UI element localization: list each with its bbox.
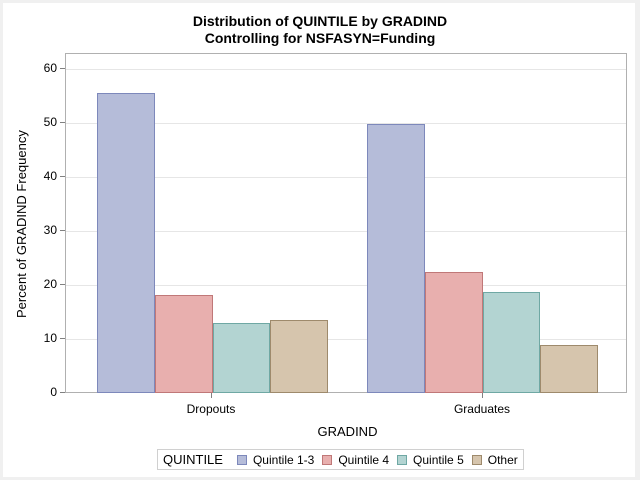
legend-swatch-icon xyxy=(322,454,333,465)
y-tick xyxy=(60,68,65,69)
legend-item: Quintile 4 xyxy=(322,453,389,467)
gridline xyxy=(66,231,626,232)
x-tick xyxy=(482,393,483,398)
chart-title: Distribution of QUINTILE by GRADIND xyxy=(192,13,448,29)
bar-graduates-other xyxy=(540,344,599,393)
y-tick xyxy=(60,230,65,231)
legend-label: Quintile 5 xyxy=(413,452,464,467)
y-tick xyxy=(60,392,65,393)
y-tick-label: 40 xyxy=(43,169,57,183)
x-tick xyxy=(211,393,212,398)
bar-dropouts-quintile-1-3 xyxy=(97,93,155,393)
y-tick xyxy=(60,176,65,177)
legend-item: Quintile 5 xyxy=(397,453,464,467)
gridline xyxy=(66,339,626,340)
legend-label: Other xyxy=(487,452,518,467)
legend-title: QUINTILE xyxy=(163,452,223,467)
y-tick-label: 20 xyxy=(43,277,57,291)
plot-area xyxy=(65,53,627,393)
x-tick-label: Graduates xyxy=(453,402,511,416)
y-tick-label: 50 xyxy=(43,115,57,129)
bar-dropouts-quintile-5 xyxy=(212,323,271,393)
bar-dropouts-quintile-4 xyxy=(154,295,213,393)
y-tick xyxy=(60,338,65,339)
y-tick-label: 30 xyxy=(43,223,57,237)
y-tick xyxy=(60,284,65,285)
y-tick-label: 0 xyxy=(50,385,57,399)
x-axis-title: GRADIND xyxy=(317,424,378,439)
legend: QUINTILE Quintile 1-3 Quintile 4 Quintile … xyxy=(157,449,524,470)
x-tick-label: Dropouts xyxy=(186,402,236,416)
y-tick-label: 60 xyxy=(43,61,57,75)
legend-swatch-icon xyxy=(236,454,247,465)
y-tick xyxy=(60,122,65,123)
bar-dropouts-other xyxy=(270,319,329,393)
bar-graduates-quintile-4 xyxy=(424,272,483,393)
legend-label: Quintile 4 xyxy=(338,452,390,467)
y-tick-label: 10 xyxy=(43,331,57,345)
bar-graduates-quintile-1-3 xyxy=(367,124,425,393)
legend-label: Quintile 1-3 xyxy=(252,452,315,467)
gridline xyxy=(66,285,626,286)
legend-item: Quintile 1-3 xyxy=(236,452,315,467)
legend-swatch-icon xyxy=(471,454,482,465)
bar-graduates-quintile-5 xyxy=(482,292,541,393)
gridline xyxy=(66,69,626,70)
legend-swatch-icon xyxy=(397,454,408,465)
legend-item: Other xyxy=(471,452,518,467)
chart-subtitle: Controlling for NSFASYN=Funding xyxy=(204,30,436,46)
gridline xyxy=(66,177,626,178)
gridline xyxy=(66,123,626,124)
